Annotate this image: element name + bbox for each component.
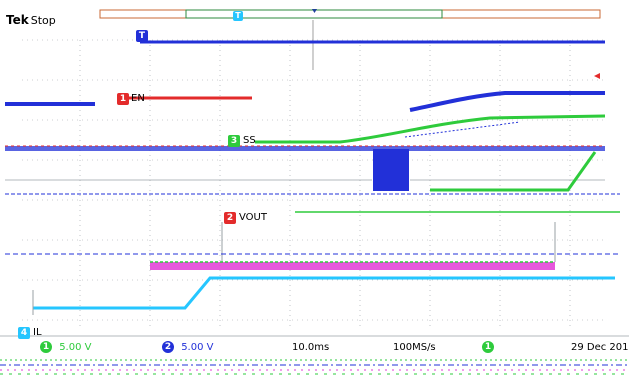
status-bar-bg	[0, 336, 629, 360]
date-readout: 29 Dec 201	[571, 342, 629, 353]
trace-green-step	[430, 151, 597, 192]
run-state: Stop	[30, 14, 56, 27]
brand-header: Tek Stop	[6, 9, 56, 28]
trace-ch2-vout	[5, 211, 620, 270]
ch3-label: SS	[243, 135, 256, 146]
brand-logo: Tek	[6, 13, 29, 27]
ch2-chip: 2	[162, 341, 174, 353]
trigger-marker-top[interactable]: T	[233, 11, 243, 21]
ch2-marker[interactable]: 2	[224, 212, 236, 224]
trace-ch1-en	[5, 91, 605, 112]
ch4-marker[interactable]: 4	[18, 327, 30, 339]
trigger-level-marker[interactable]	[594, 73, 600, 79]
ch1-scale-readout[interactable]: 1 5.00 V	[40, 341, 91, 355]
trace-composite-band	[5, 145, 620, 195]
ch4-label: IL	[33, 327, 42, 338]
record-position-bar[interactable]	[99, 9, 601, 19]
trigger-position-arrow	[312, 9, 317, 13]
trigger-source-chip: 1	[482, 341, 494, 353]
ch1-marker[interactable]: 1	[117, 93, 129, 105]
ch1-chip: 1	[40, 341, 52, 353]
timebase-readout[interactable]: 10.0ms	[292, 342, 330, 353]
noise-strip	[0, 364, 629, 375]
ch1-label: EN	[131, 93, 145, 104]
trigger-marker-trace[interactable]: T	[136, 30, 148, 42]
ch2-label: VOUT	[239, 212, 267, 223]
ch2-scale: 5.00 V	[181, 342, 214, 353]
ch2-scale-readout[interactable]: 2 5.00 V	[162, 341, 213, 355]
ch3-marker[interactable]: 3	[228, 135, 240, 147]
ch1-scale: 5.00 V	[59, 342, 92, 353]
trace-ch4-il	[32, 276, 615, 315]
trigger-source-readout[interactable]: 1	[482, 341, 494, 355]
trace-ch3-ss	[255, 114, 606, 144]
sample-rate-readout: 100MS/s	[393, 342, 436, 353]
